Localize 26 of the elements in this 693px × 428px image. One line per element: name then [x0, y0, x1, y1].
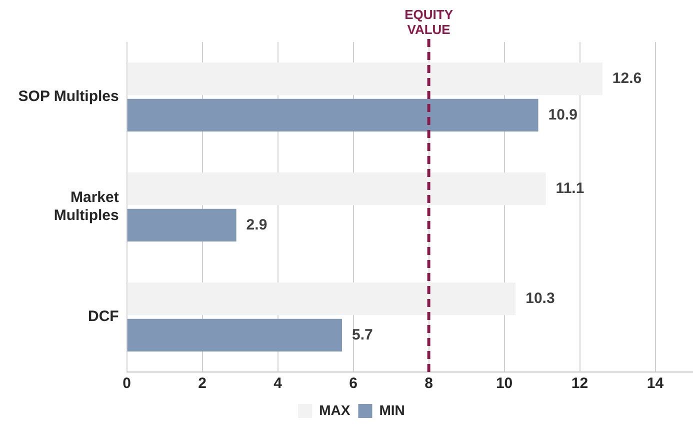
- x-tick-label: 6: [349, 375, 358, 392]
- ref-line-label: EQUITY VALUE: [404, 7, 454, 38]
- bar: [127, 98, 538, 132]
- data-label: 2.9: [246, 216, 268, 234]
- data-label: 10.9: [548, 106, 578, 124]
- data-label: 12.6: [612, 70, 642, 87]
- data-label: 10.3: [526, 290, 555, 307]
- legend-label: MIN: [379, 402, 405, 418]
- x-tick-label: 12: [571, 375, 588, 392]
- y-tick-label: Market Multiples: [54, 189, 119, 224]
- bar: [127, 208, 236, 242]
- x-tick-label: 2: [198, 375, 207, 392]
- x-tick-label: 0: [122, 375, 132, 392]
- x-tick-label: 14: [646, 375, 664, 392]
- x-tick-label: 8: [424, 375, 433, 392]
- bar: [127, 318, 342, 352]
- data-label: 5.7: [352, 326, 373, 344]
- legend-label: MAX: [319, 402, 351, 418]
- bar: [127, 62, 602, 96]
- data-label: 11.1: [556, 180, 584, 197]
- y-tick-label: SOP Multiples: [18, 88, 119, 106]
- bar: [127, 172, 546, 206]
- x-tick-label: 4: [274, 375, 283, 392]
- bar: [127, 282, 516, 316]
- x-tick-label: 10: [496, 375, 513, 392]
- y-tick-label: DCF: [88, 308, 119, 326]
